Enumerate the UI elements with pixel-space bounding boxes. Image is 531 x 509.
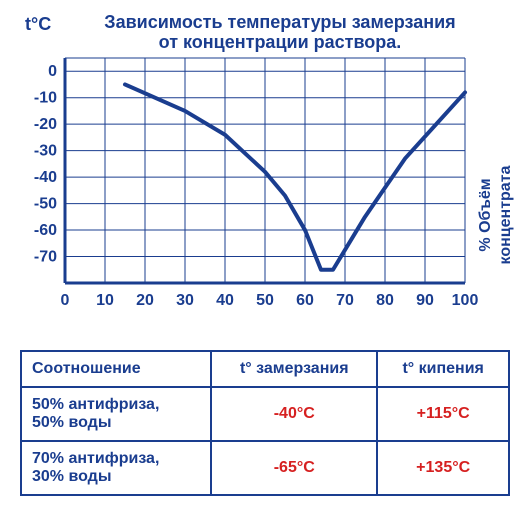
svg-text:100: 100 [452,292,479,309]
table-row: 50% антифриза, 50% воды -40°С +115°С [21,387,509,441]
svg-text:90: 90 [416,292,434,309]
svg-text:20: 20 [136,292,154,309]
header-boil: t° кипения [377,351,509,387]
svg-text:10: 10 [96,292,114,309]
svg-text:50: 50 [256,292,274,309]
cell-boil-1: +135°С [377,441,509,495]
ratio-table: Соотношение t° замерзания t° кипения 50%… [20,350,510,496]
table-row: 70% антифриза, 30% воды -65°С +135°С [21,441,509,495]
ratio-1-l2: 30% воды [32,468,111,485]
cell-ratio-0: 50% антифриза, 50% воды [21,387,211,441]
ratio-table-container: Соотношение t° замерзания t° кипения 50%… [20,350,510,496]
svg-text:-10: -10 [34,90,57,107]
svg-text:0: 0 [48,63,57,80]
ratio-0-l1: 50% антифриза, [32,396,159,413]
chart-title-1: Зависимость температуры замерзания [104,12,455,32]
y-axis-label: t°C [25,14,51,34]
svg-text:0: 0 [61,292,70,309]
header-ratio: Соотношение [21,351,211,387]
svg-text:40: 40 [216,292,234,309]
ratio-1-l1: 70% антифриза, [32,450,159,467]
svg-text:60: 60 [296,292,314,309]
table-header-row: Соотношение t° замерзания t° кипения [21,351,509,387]
chart-svg: Зависимость температуры замерзания от ко… [10,10,521,330]
x-axis-label-2: концентрата [497,165,514,264]
svg-text:-60: -60 [34,222,57,239]
svg-text:-50: -50 [34,196,57,213]
freeze-chart: Зависимость температуры замерзания от ко… [10,10,521,330]
svg-text:-30: -30 [34,143,57,160]
cell-ratio-1: 70% антифриза, 30% воды [21,441,211,495]
chart-title-2: от концентрации раствора. [159,32,402,52]
cell-freeze-0: -40°С [211,387,377,441]
header-freeze: t° замерзания [211,351,377,387]
svg-text:30: 30 [176,292,194,309]
svg-text:80: 80 [376,292,394,309]
svg-text:-40: -40 [34,169,57,186]
cell-freeze-1: -65°С [211,441,377,495]
tick-layer: 0 -10 -20 -30 -40 -50 -60 -70 0 10 20 30 40 50 60 70 80 9… [34,63,479,309]
svg-text:-20: -20 [34,116,57,133]
svg-text:-70: -70 [34,249,57,266]
cell-boil-0: +115°С [377,387,509,441]
ratio-0-l2: 50% воды [32,414,111,431]
x-axis-label-1: % Объём [477,178,494,251]
svg-text:70: 70 [336,292,354,309]
